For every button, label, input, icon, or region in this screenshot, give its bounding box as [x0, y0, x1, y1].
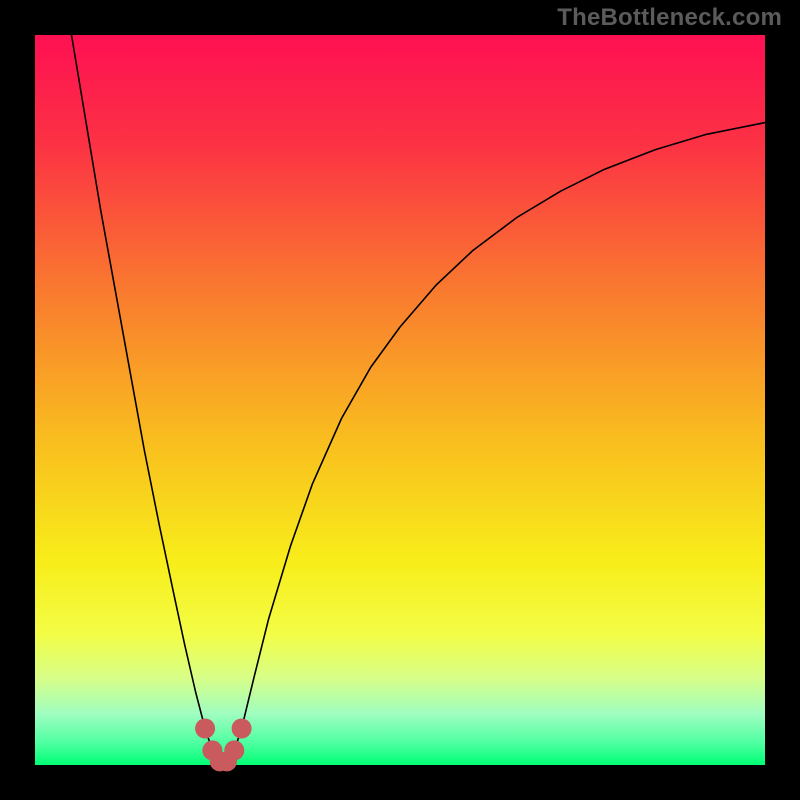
bottleneck-chart: [0, 0, 800, 800]
watermark-text: TheBottleneck.com: [557, 4, 782, 32]
gradient-background: [35, 35, 765, 765]
minimum-marker: [195, 719, 215, 739]
outer-frame: TheBottleneck.com: [0, 0, 800, 800]
minimum-marker: [232, 719, 252, 739]
minimum-marker: [224, 740, 244, 760]
